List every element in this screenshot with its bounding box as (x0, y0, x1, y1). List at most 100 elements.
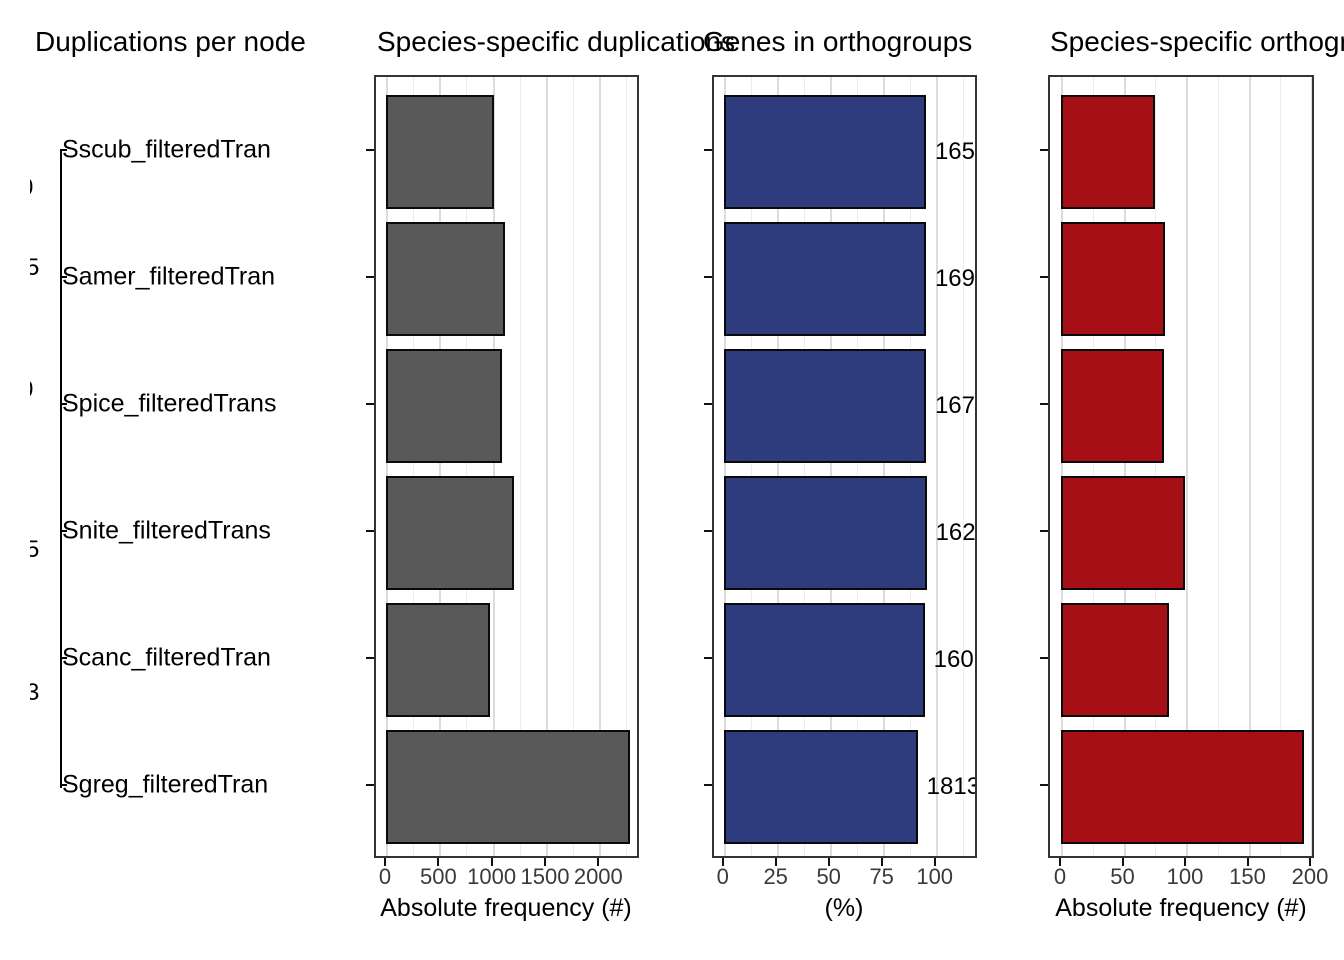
y-tick-mark (366, 276, 374, 278)
species-label: Spice_filteredTrans (62, 389, 277, 418)
tree-branch-stub (60, 784, 67, 786)
gridline-major (829, 77, 832, 856)
gridline-minor (909, 77, 911, 856)
bar-value-label: 165 (934, 138, 975, 165)
gridline-major (1186, 77, 1188, 856)
tree-spine-line (60, 150, 62, 788)
bar-Samer_filteredTran (1061, 222, 1165, 336)
tree-branch-stub (60, 149, 67, 151)
y-tick-mark (1040, 276, 1048, 278)
panel-species-specific-orthogroups (1048, 75, 1314, 858)
y-tick-mark (1040, 530, 1048, 532)
bar-Samer_filteredTran (723, 222, 926, 336)
gridline-minor (750, 77, 752, 856)
bar-value-label: 1813 (926, 773, 977, 800)
x-tick-mark (1184, 858, 1186, 866)
y-tick-mark (704, 149, 712, 151)
bar-Sscub_filteredTran (386, 95, 494, 209)
bar-Sgreg_filteredTran (386, 730, 631, 844)
x-tick-label: 150 (1229, 864, 1266, 889)
gridline-minor (413, 77, 415, 856)
gridline-minor (1280, 77, 1282, 856)
x-tick-label: 0 (378, 864, 392, 889)
tree-branch-stub (60, 657, 67, 659)
x-tick-label: 50 (1110, 864, 1135, 889)
gridline-major (1248, 77, 1251, 856)
bar-Sscub_filteredTran (1061, 95, 1155, 209)
gridline-minor (1155, 77, 1157, 856)
x-tick-mark (1246, 858, 1249, 866)
tree-branch-stub (60, 276, 67, 278)
y-tick-mark (1040, 784, 1048, 786)
x-tick-mark (437, 858, 440, 866)
x-tick-label: 200 (1291, 864, 1329, 889)
gridline-major (492, 77, 495, 856)
y-tick-mark (704, 784, 712, 786)
gridline-major (439, 77, 442, 856)
species-label-column: Sscub_filteredTran Samer_filteredTran Spic… (62, 0, 333, 960)
y-tick-mark (704, 276, 712, 278)
xaxis-title-absolute-frequency-2: Absolute frequency (#) (1055, 894, 1307, 922)
tree-node-labels: 0 5 0 5 3 (30, 150, 50, 770)
y-tick-mark (366, 403, 374, 405)
tree-node-label-fragment: 3 (30, 679, 40, 706)
tree-node-label-fragment: 5 (30, 254, 40, 281)
x-tick-mark (721, 858, 724, 866)
gridline-minor (519, 77, 521, 856)
x-tick-mark (490, 858, 493, 866)
x-tick-label: 1000 (467, 864, 517, 889)
gridline-minor (962, 77, 964, 856)
x-tick-mark (1121, 858, 1124, 866)
x-tick-mark (774, 858, 777, 866)
y-tick-mark (366, 530, 374, 532)
tree-node-label-fragment: 5 (30, 536, 40, 563)
bar-Scanc_filteredTran (1061, 603, 1169, 717)
y-tick-mark (704, 657, 712, 659)
bar-Scanc_filteredTran (386, 603, 490, 717)
gridline-minor (856, 77, 858, 856)
x-tick-mark (597, 858, 600, 866)
x-tick-label: 0 (716, 864, 729, 889)
x-tick-label: 100 (916, 864, 954, 889)
gridline-major (776, 77, 779, 856)
gridline-minor (803, 77, 805, 856)
bar-Samer_filteredTran (386, 222, 505, 336)
x-tick-mark (1059, 858, 1061, 866)
panel-title-species-specific-orthogroups: Species-specific orthogroups (1050, 26, 1344, 57)
x-tick-label: 2000 (573, 864, 623, 889)
tree-node-label-fragment: 0 (30, 376, 33, 404)
panel-genes-in-orthogroups: 165 169 167 162 160 1813 (712, 75, 977, 858)
bar-value-label: 169 (934, 265, 975, 292)
x-tick-label: 25 (763, 864, 788, 889)
x-tick-label: 100 (1166, 864, 1204, 889)
gridline-minor (1092, 77, 1094, 856)
bar-Sscub_filteredTran (723, 95, 926, 209)
y-tick-mark (704, 530, 712, 532)
x-tick-mark (543, 858, 546, 866)
y-tick-mark (366, 657, 374, 659)
gridline-minor (1217, 77, 1219, 856)
bar-Snite_filteredTrans (723, 476, 927, 590)
tree-branch-stub (60, 530, 67, 532)
panel-species-specific-duplications (374, 75, 639, 858)
tree-branch-stub (60, 403, 67, 405)
panel-title-genes-in-orthogroups: Genes in orthogroups (703, 26, 973, 57)
bar-value-label: 160 (933, 646, 974, 673)
bar-Spice_filteredTrans (386, 349, 502, 463)
bar-value-label: 162 (935, 519, 976, 546)
x-tick-label: 500 (419, 864, 457, 889)
gridline-major (1123, 77, 1126, 856)
x-tick-mark (933, 858, 936, 866)
bar-Sgreg_filteredTran (723, 730, 918, 844)
x-tick-label: 0 (1053, 864, 1067, 889)
gridline-major (599, 77, 602, 856)
gridline-major (1061, 77, 1063, 856)
gridline-major (1311, 77, 1312, 856)
species-label: Samer_filteredTran (62, 262, 276, 291)
xaxis-title-absolute-frequency-1: Absolute frequency (#) (380, 894, 632, 922)
y-tick-mark (366, 149, 374, 151)
gridline-major (386, 77, 388, 856)
x-tick-mark (384, 858, 386, 866)
bar-value-label: 167 (934, 392, 975, 419)
x-tick-mark (827, 858, 830, 866)
